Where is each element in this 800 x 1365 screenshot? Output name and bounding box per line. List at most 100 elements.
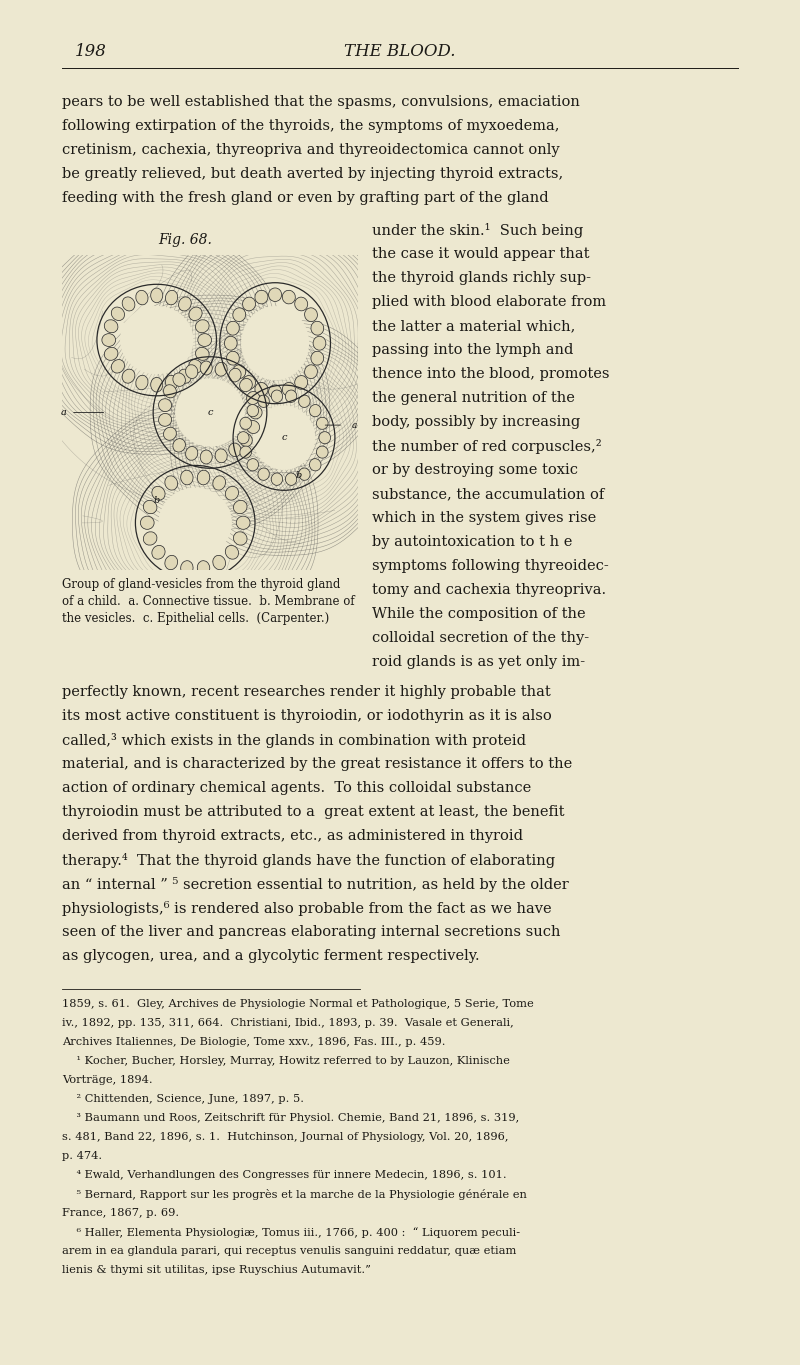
Text: thence into the blood, promotes: thence into the blood, promotes — [372, 367, 610, 381]
Ellipse shape — [186, 446, 198, 460]
Ellipse shape — [258, 468, 270, 480]
Ellipse shape — [150, 288, 162, 303]
Ellipse shape — [140, 516, 154, 530]
Ellipse shape — [143, 501, 157, 513]
Ellipse shape — [271, 390, 282, 403]
Ellipse shape — [189, 307, 202, 321]
Polygon shape — [175, 378, 245, 446]
Ellipse shape — [246, 420, 259, 434]
Text: by autointoxication to t h e: by autointoxication to t h e — [372, 535, 572, 549]
Ellipse shape — [111, 307, 125, 321]
Ellipse shape — [150, 377, 162, 392]
Text: 198: 198 — [75, 44, 107, 60]
Ellipse shape — [152, 546, 165, 560]
Ellipse shape — [298, 468, 310, 480]
Ellipse shape — [195, 347, 209, 360]
Ellipse shape — [319, 431, 330, 444]
Ellipse shape — [122, 369, 135, 384]
Text: seen of the liver and pancreas elaborating internal secretions such: seen of the liver and pancreas elaborati… — [62, 925, 561, 939]
Ellipse shape — [215, 449, 227, 463]
Ellipse shape — [186, 364, 198, 378]
Text: cretinism, cachexia, thyreopriva and thyreoidectomica cannot only: cretinism, cachexia, thyreopriva and thy… — [62, 143, 560, 157]
Text: ⁴ Ewald, Verhandlungen des Congresses für innere Medecin, 1896, s. 101.: ⁴ Ewald, Verhandlungen des Congresses fü… — [62, 1170, 506, 1179]
Ellipse shape — [242, 298, 255, 311]
Text: ⁶ Haller, Elementa Physiologiæ, Tomus iii., 1766, p. 400 :  “ Liquorem peculi-: ⁶ Haller, Elementa Physiologiæ, Tomus ii… — [62, 1227, 520, 1238]
Ellipse shape — [102, 333, 116, 347]
Ellipse shape — [242, 375, 255, 389]
Text: arem in ea glandula parari, qui receptus venulis sanguini reddatur, quæ etiam: arem in ea glandula parari, qui receptus… — [62, 1246, 516, 1256]
Ellipse shape — [173, 373, 186, 386]
Text: of a child.  a. Connective tissue.  b. Membrane of: of a child. a. Connective tissue. b. Mem… — [62, 595, 354, 607]
Ellipse shape — [213, 476, 226, 490]
Ellipse shape — [282, 382, 295, 396]
Ellipse shape — [226, 486, 238, 500]
Polygon shape — [253, 405, 315, 470]
Ellipse shape — [298, 394, 310, 407]
Ellipse shape — [181, 470, 193, 485]
Ellipse shape — [240, 418, 251, 430]
Ellipse shape — [233, 308, 246, 322]
Text: 1859, s. 61.  Gley, Archives de Physiologie Normal et Pathologique, 5 Serie, Tom: 1859, s. 61. Gley, Archives de Physiolog… — [62, 999, 534, 1009]
Text: While the composition of the: While the composition of the — [372, 607, 586, 621]
Ellipse shape — [317, 446, 328, 459]
Ellipse shape — [234, 501, 247, 513]
Ellipse shape — [269, 288, 282, 302]
Ellipse shape — [198, 561, 210, 575]
Ellipse shape — [258, 394, 270, 407]
Ellipse shape — [294, 375, 308, 389]
Ellipse shape — [317, 418, 328, 430]
Ellipse shape — [163, 427, 176, 441]
Text: France, 1867, p. 69.: France, 1867, p. 69. — [62, 1208, 179, 1218]
Text: colloidal secretion of the thy-: colloidal secretion of the thy- — [372, 631, 589, 646]
Polygon shape — [120, 306, 194, 374]
Ellipse shape — [195, 319, 209, 333]
Text: the latter a material which,: the latter a material which, — [372, 319, 575, 333]
Ellipse shape — [286, 390, 297, 403]
Ellipse shape — [166, 375, 178, 390]
Ellipse shape — [181, 561, 193, 575]
Ellipse shape — [104, 347, 118, 360]
Text: the case it would appear that: the case it would appear that — [372, 247, 590, 261]
Text: symptoms following thyreoidec-: symptoms following thyreoidec- — [372, 560, 609, 573]
Ellipse shape — [198, 333, 211, 347]
Text: tomy and cachexia thyreopriva.: tomy and cachexia thyreopriva. — [372, 583, 606, 597]
Ellipse shape — [246, 392, 259, 404]
Text: material, and is characterized by the great resistance it offers to the: material, and is characterized by the gr… — [62, 758, 572, 771]
Text: under the skin.¹  Such being: under the skin.¹ Such being — [372, 222, 583, 238]
Ellipse shape — [111, 359, 125, 373]
Text: the general nutrition of the: the general nutrition of the — [372, 390, 575, 405]
Text: called,³ which exists in the glands in combination with proteid: called,³ which exists in the glands in c… — [62, 733, 526, 748]
Ellipse shape — [215, 362, 227, 377]
Text: a: a — [61, 408, 66, 416]
Ellipse shape — [286, 472, 297, 486]
Text: which in the system gives rise: which in the system gives rise — [372, 511, 596, 526]
Ellipse shape — [152, 486, 165, 500]
Ellipse shape — [233, 364, 246, 378]
Ellipse shape — [305, 308, 318, 322]
Ellipse shape — [200, 362, 212, 375]
Ellipse shape — [226, 546, 238, 560]
Ellipse shape — [271, 472, 282, 486]
Ellipse shape — [311, 321, 324, 336]
Ellipse shape — [229, 444, 241, 457]
Ellipse shape — [226, 321, 239, 336]
Ellipse shape — [226, 351, 239, 364]
Ellipse shape — [249, 407, 262, 419]
Ellipse shape — [104, 319, 118, 333]
Ellipse shape — [310, 459, 321, 471]
Text: as glycogen, urea, and a glycolytic ferment respectively.: as glycogen, urea, and a glycolytic ferm… — [62, 949, 480, 962]
Text: therapy.⁴  That the thyroid glands have the function of elaborating: therapy.⁴ That the thyroid glands have t… — [62, 853, 555, 868]
Text: the vesicles.  c. Epithelial cells.  (Carpenter.): the vesicles. c. Epithelial cells. (Carp… — [62, 612, 330, 625]
Ellipse shape — [240, 446, 251, 459]
Ellipse shape — [311, 351, 324, 364]
Text: the number of red corpuscles,²: the number of red corpuscles,² — [372, 440, 602, 455]
Text: action of ordinary chemical agents.  To this colloidal substance: action of ordinary chemical agents. To t… — [62, 781, 531, 794]
Ellipse shape — [238, 431, 249, 444]
Text: pears to be well established that the spasms, convulsions, emaciation: pears to be well established that the sp… — [62, 96, 580, 109]
Text: its most active constituent is thyroiodin, or iodothyrin as it is also: its most active constituent is thyroiodi… — [62, 708, 552, 723]
Ellipse shape — [136, 291, 148, 304]
Text: p. 474.: p. 474. — [62, 1151, 102, 1162]
Ellipse shape — [240, 378, 252, 392]
Text: physiologists,⁶ is rendered also probable from the fact as we have: physiologists,⁶ is rendered also probabl… — [62, 901, 552, 916]
Text: iv., 1892, pp. 135, 311, 664.  Christiani, Ibid., 1893, p. 39.  Vasale et Genera: iv., 1892, pp. 135, 311, 664. Christiani… — [62, 1018, 514, 1028]
